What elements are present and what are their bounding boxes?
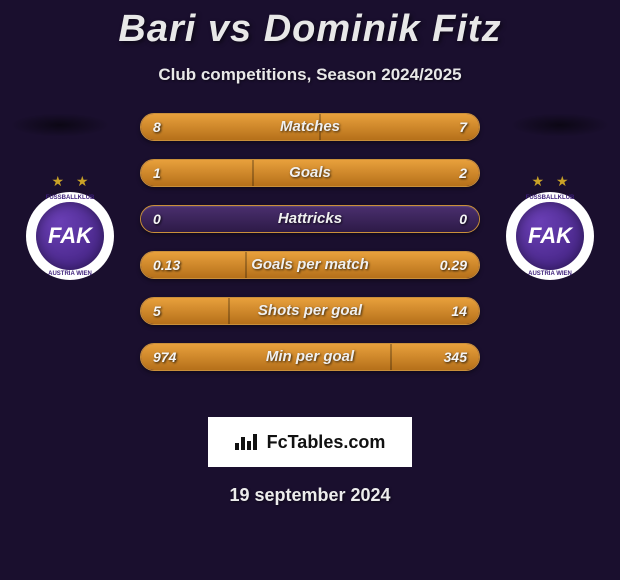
- brand-attribution[interactable]: FcTables.com: [208, 417, 412, 467]
- brand-text: FcTables.com: [267, 432, 386, 453]
- subtitle: Club competitions, Season 2024/2025: [0, 65, 620, 85]
- star-icon: ★★: [20, 173, 120, 190]
- comparison-panel: ★★ FUSSBALLKLUB FAK AUSTRIA WIEN ★★ FUSS…: [0, 113, 620, 413]
- stat-label: Min per goal: [141, 344, 479, 370]
- team-badge-left: ★★ FUSSBALLKLUB FAK AUSTRIA WIEN: [20, 173, 120, 279]
- stat-row: 514Shots per goal: [140, 297, 480, 325]
- stat-row: 00Hattricks: [140, 205, 480, 233]
- brand-bars-icon: [235, 434, 257, 450]
- shadow-left: [10, 113, 110, 137]
- stat-label: Goals per match: [141, 252, 479, 278]
- team-badge-right: ★★ FUSSBALLKLUB FAK AUSTRIA WIEN: [500, 173, 600, 279]
- stat-label: Hattricks: [141, 206, 479, 232]
- stat-label: Matches: [141, 114, 479, 140]
- stat-label: Goals: [141, 160, 479, 186]
- stat-row: 0.130.29Goals per match: [140, 251, 480, 279]
- badge-ring-bottom: AUSTRIA WIEN: [506, 271, 594, 277]
- stat-label: Shots per goal: [141, 298, 479, 324]
- star-icon: ★★: [500, 173, 600, 190]
- badge-initials: FAK: [516, 202, 584, 270]
- date-label: 19 september 2024: [0, 485, 620, 506]
- badge-ring-top: FUSSBALLKLUB: [26, 195, 114, 201]
- stat-row: 87Matches: [140, 113, 480, 141]
- badge-ring-bottom: AUSTRIA WIEN: [26, 271, 114, 277]
- stat-row: 12Goals: [140, 159, 480, 187]
- shadow-right: [510, 113, 610, 137]
- stat-row: 974345Min per goal: [140, 343, 480, 371]
- page-title: Bari vs Dominik Fitz: [0, 0, 620, 51]
- badge-ring-top: FUSSBALLKLUB: [506, 195, 594, 201]
- stats-list: 87Matches 12Goals 00Hattricks 0.130.29Goals…: [140, 113, 480, 389]
- badge-initials: FAK: [36, 202, 104, 270]
